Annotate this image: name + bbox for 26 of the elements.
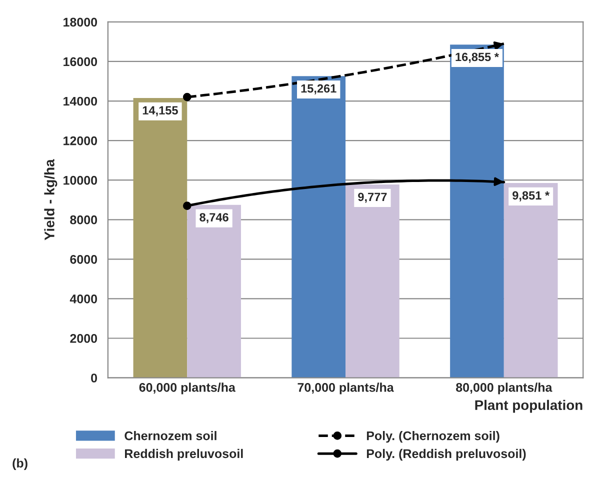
y-tick-label: 18000 [64,18,98,27]
data-label: 15,261 [301,84,336,94]
y-tick-label: 4000 [70,294,98,304]
y-tick-label: 6000 [70,254,98,264]
x-tick-label: 70,000 plants/ha [298,382,394,394]
y-tick-label: 14000 [64,96,98,106]
x-tick-label: 60,000 plants/ha [139,382,236,394]
legend-label: Reddish preluvosoil [125,448,243,461]
x-tick-label: 80,000 plants/ha [456,382,552,394]
y-axis-title: Yield - kg/ha [44,159,58,240]
y-tick-label: 8000 [70,215,98,224]
data-label: 16,855 * [456,52,499,63]
legend-label: Poly. (Chernozem soil) [366,431,500,443]
data-label: 9,777 [358,192,387,203]
x-axis-title: Plant population [475,400,582,413]
data-label: 14,155 [142,106,178,116]
y-tick-label: 12000 [64,136,98,146]
data-label: 8,746 [200,213,228,224]
legend-label: Chernozem soil [124,431,216,440]
y-tick-label: 16000 [64,57,98,66]
y-tick-label: 0 [91,374,98,382]
data-label: 9,851 * [512,191,550,202]
legend-label: Poly. (Reddish preluvosoil) [366,448,526,461]
y-tick-label: 2000 [70,334,98,343]
text: (b) [12,458,28,470]
y-tick-label: 10000 [64,176,98,185]
